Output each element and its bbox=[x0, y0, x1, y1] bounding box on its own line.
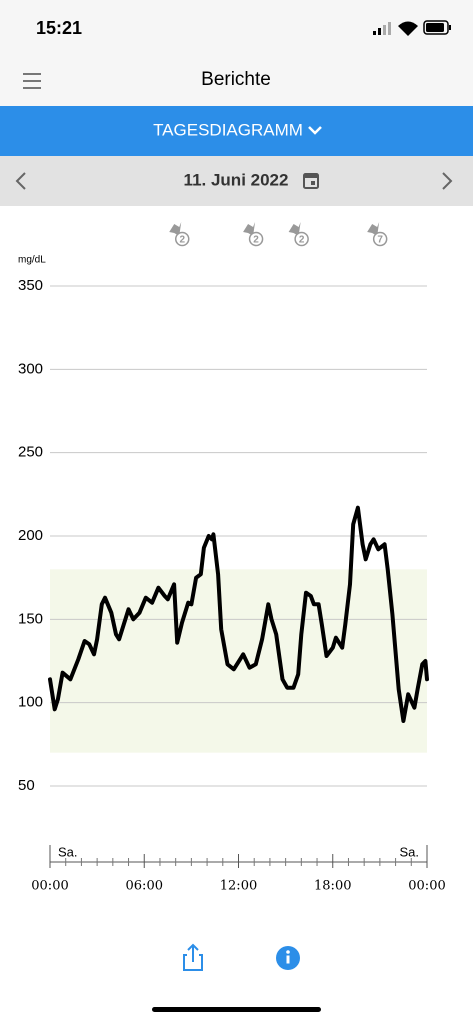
next-button[interactable] bbox=[442, 172, 453, 190]
date-bar bbox=[0, 156, 473, 206]
day-label: Sa. bbox=[58, 844, 78, 859]
event-count: 2 bbox=[299, 235, 305, 246]
header-title: Berichte bbox=[201, 69, 271, 90]
event-badge bbox=[294, 231, 309, 247]
home-indicator bbox=[152, 1007, 321, 1012]
y-tick-label: 50 bbox=[18, 777, 35, 794]
status-time: 15:21 bbox=[36, 18, 82, 38]
event-icon bbox=[169, 222, 182, 236]
x-tick-label: 18:00 bbox=[314, 879, 351, 894]
x-tick-label: 06:00 bbox=[126, 879, 163, 894]
event-icon bbox=[367, 222, 380, 236]
tab-label[interactable]: TAGESDIAGRAMM bbox=[153, 120, 303, 139]
status-icons bbox=[373, 20, 451, 36]
event-count: 2 bbox=[179, 235, 185, 246]
info-glyph bbox=[286, 950, 290, 964]
menu-button[interactable] bbox=[23, 73, 41, 89]
tab-chevron[interactable] bbox=[308, 126, 322, 135]
event-icon bbox=[288, 222, 301, 236]
top-area bbox=[0, 0, 473, 106]
event-badge bbox=[372, 231, 388, 247]
event-icon bbox=[243, 222, 256, 236]
date-label[interactable]: 11. Juni 2022 bbox=[184, 170, 289, 189]
day-label: Sa. bbox=[399, 844, 419, 859]
y-tick-label: 150 bbox=[18, 610, 43, 627]
prev-button[interactable] bbox=[15, 172, 26, 190]
share-button[interactable] bbox=[183, 943, 203, 971]
glucose-line bbox=[48, 505, 429, 723]
x-tick-label: 12:00 bbox=[220, 879, 257, 894]
calendar-icon[interactable] bbox=[303, 173, 319, 189]
event-count: 7 bbox=[377, 235, 383, 246]
event-count: 2 bbox=[253, 235, 259, 246]
tab-bar[interactable] bbox=[0, 106, 473, 156]
event-badge bbox=[174, 231, 190, 247]
y-tick-label: 350 bbox=[18, 277, 43, 294]
y-tick-label: 300 bbox=[18, 360, 43, 377]
y-tick-label: 100 bbox=[18, 694, 43, 711]
x-tick-label: 00:00 bbox=[31, 879, 68, 894]
event-badge bbox=[248, 231, 264, 247]
y-tick-label: 250 bbox=[18, 444, 43, 461]
y-axis-label: mg/dL bbox=[18, 255, 46, 266]
x-tick-label: 00:00 bbox=[408, 879, 445, 894]
y-tick-label: 200 bbox=[18, 527, 43, 544]
